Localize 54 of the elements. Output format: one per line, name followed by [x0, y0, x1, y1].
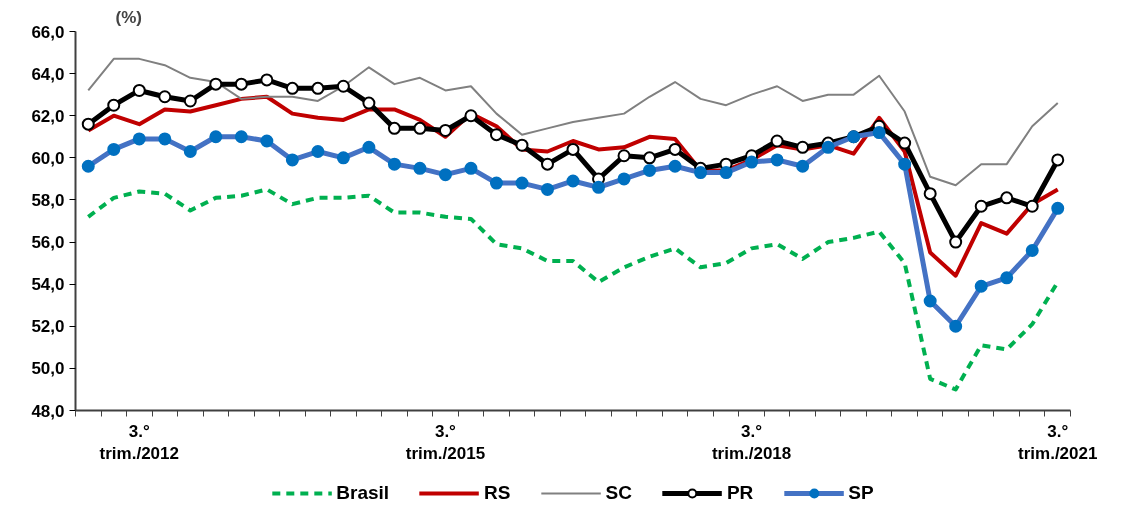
point: [438, 123, 452, 137]
point: [668, 142, 682, 156]
y-tick-label: 56,0: [31, 233, 65, 253]
x-tick-label: 3.° trim./2012: [99, 421, 179, 464]
point: [949, 235, 963, 249]
x-tick-label: 3.° trim./2015: [405, 421, 486, 464]
y-axis-title: (%): [115, 7, 142, 27]
point: [974, 199, 988, 213]
point: [209, 77, 223, 91]
point: [362, 96, 376, 110]
y-tick-label: 50,0: [31, 359, 65, 379]
point: [515, 138, 529, 152]
y-tick-label: 64,0: [31, 64, 65, 84]
x-tick-label: 3.° trim./2018: [711, 421, 792, 464]
point: [796, 140, 810, 154]
y-tick-label: 58,0: [31, 190, 65, 210]
legend-label: SC: [605, 481, 632, 504]
point: [540, 157, 554, 171]
line-series: [87, 57, 1059, 187]
point: [158, 90, 172, 104]
point: [387, 121, 401, 135]
point: [464, 109, 478, 123]
point: [260, 73, 274, 87]
line-series: [86, 187, 1060, 392]
y-tick-label: 62,0: [31, 106, 65, 126]
point: [1000, 191, 1014, 205]
y-tick-label: 60,0: [31, 148, 65, 168]
legend-label: PR: [726, 481, 754, 504]
point: [311, 81, 325, 95]
point: [132, 83, 146, 97]
point: [643, 151, 657, 165]
y-tick-label: 54,0: [31, 275, 65, 295]
point: [336, 79, 350, 93]
point: [1025, 199, 1039, 213]
y-tick-label: 52,0: [31, 317, 65, 337]
legend-label: Brasil: [336, 481, 390, 504]
point: [770, 134, 784, 148]
point: [413, 121, 427, 135]
x-tick-label: 3.° trim./2021: [1018, 421, 1098, 464]
point: [923, 187, 937, 201]
point: [1051, 153, 1065, 167]
point: [285, 81, 299, 95]
point: [898, 136, 912, 150]
point: [234, 77, 248, 91]
point: [183, 94, 197, 108]
point: [81, 117, 95, 131]
point: [617, 149, 631, 163]
point: [566, 142, 580, 156]
legend-label: SP: [848, 481, 874, 504]
y-tick-label: 66,0: [31, 22, 65, 42]
point: [107, 98, 121, 112]
point: [489, 128, 503, 142]
y-tick-label: 48,0: [31, 401, 65, 421]
legend-label: RS: [484, 481, 511, 504]
